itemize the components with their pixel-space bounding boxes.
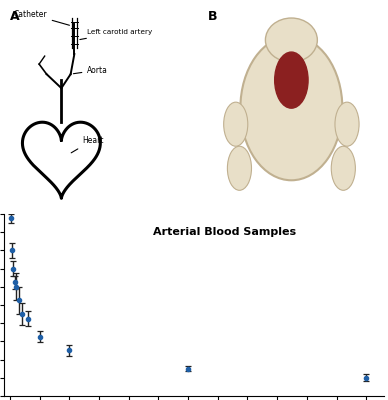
- Ellipse shape: [265, 18, 317, 62]
- Text: B: B: [208, 10, 217, 23]
- Ellipse shape: [227, 146, 251, 190]
- Text: Arterial Blood Samples: Arterial Blood Samples: [153, 227, 296, 237]
- Text: A: A: [9, 10, 19, 23]
- Text: Catheter: Catheter: [13, 10, 69, 25]
- Ellipse shape: [335, 102, 359, 146]
- Ellipse shape: [223, 102, 248, 146]
- Text: Aorta: Aorta: [73, 66, 108, 75]
- Text: Left carotid artery: Left carotid artery: [80, 29, 152, 40]
- Text: Heart: Heart: [71, 136, 103, 153]
- Ellipse shape: [331, 146, 355, 190]
- Ellipse shape: [241, 36, 342, 180]
- Ellipse shape: [275, 52, 308, 108]
